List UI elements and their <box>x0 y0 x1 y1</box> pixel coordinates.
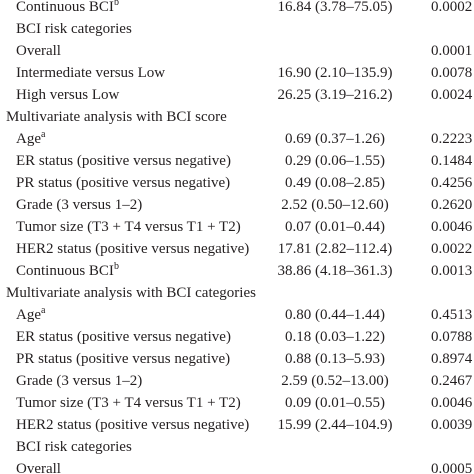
label-text: Tumor size (T3 + T4 versus T1 + T2) <box>16 219 241 235</box>
row-label: Overall <box>16 42 61 60</box>
section-heading: Multivariate analysis with BCI score <box>6 109 227 125</box>
row-label: Grade (3 versus 1–2) <box>16 196 142 214</box>
p-value: 0.1484 <box>431 153 473 169</box>
hazard-ratio: 0.07 (0.01–0.44) <box>285 219 385 235</box>
label-text: PR status (positive versus negative) <box>16 175 231 191</box>
footnote-mark: b <box>113 0 119 8</box>
label-text: High versus Low <box>16 87 120 103</box>
row-label: BCI risk categories <box>16 438 132 456</box>
hazard-ratio: 2.59 (0.52–13.00) <box>281 373 389 389</box>
hazard-ratio: 15.99 (2.44–104.9) <box>277 417 393 433</box>
row-label: Tumor size (T3 + T4 versus T1 + T2) <box>16 218 241 236</box>
hazard-ratio: 0.09 (0.01–0.55) <box>285 395 385 411</box>
row-label: HER2 status (positive versus negative) <box>16 240 249 258</box>
label-text: Grade (3 versus 1–2) <box>16 197 143 213</box>
row-label: Continuous BCIb <box>16 0 119 16</box>
row-label: PR status (positive versus negative) <box>16 350 230 368</box>
hazard-ratio: 17.81 (2.82–112.4) <box>277 241 393 257</box>
row-label: High versus Low <box>16 86 119 104</box>
footnote-mark: b <box>113 261 119 272</box>
row-label: ER status (positive versus negative) <box>16 328 231 346</box>
label-text: Age <box>16 307 41 323</box>
p-value: 0.2467 <box>431 373 473 389</box>
label-text: PR status (positive versus negative) <box>16 351 231 367</box>
p-value: 0.2223 <box>431 131 473 147</box>
label-text: BCI risk categories <box>16 21 132 37</box>
row-label: ER status (positive versus negative) <box>16 152 231 170</box>
p-value: 0.2620 <box>431 197 473 213</box>
label-text: ER status (positive versus negative) <box>16 329 231 345</box>
p-value: 0.0046 <box>431 395 473 411</box>
row-label: Grade (3 versus 1–2) <box>16 372 142 390</box>
row-label: Agea <box>16 130 45 148</box>
label-text: ER status (positive versus negative) <box>16 153 231 169</box>
p-value: 0.0024 <box>431 87 473 103</box>
label-text: Tumor size (T3 + T4 versus T1 + T2) <box>16 395 241 411</box>
label-text: Age <box>16 131 41 147</box>
row-label: PR status (positive versus negative) <box>16 174 230 192</box>
footnote-mark: a <box>41 129 46 140</box>
row-label: Agea <box>16 306 45 324</box>
hazard-ratio: 0.80 (0.44–1.44) <box>285 307 385 323</box>
label-text: Overall <box>16 43 61 59</box>
p-value: 0.0022 <box>431 241 473 257</box>
label-text: Continuous BCI <box>16 0 114 15</box>
row-label: BCI risk categories <box>16 20 132 38</box>
p-value: 0.0039 <box>431 417 473 433</box>
row-label: Intermediate versus Low <box>16 64 165 82</box>
hazard-ratio: 0.49 (0.08–2.85) <box>285 175 385 191</box>
p-value: 0.4256 <box>431 175 473 191</box>
hazard-ratio: 2.52 (0.50–12.60) <box>281 197 389 213</box>
label-text: HER2 status (positive versus negative) <box>16 241 250 257</box>
label-text: HER2 status (positive versus negative) <box>16 417 250 433</box>
p-value: 0.0013 <box>431 263 473 279</box>
hazard-ratio: 16.90 (2.10–135.9) <box>277 65 393 81</box>
hazard-ratio: 0.88 (0.13–5.93) <box>285 351 385 367</box>
row-label: Continuous BCIb <box>16 262 119 280</box>
label-text: BCI risk categories <box>16 439 132 455</box>
p-value: 0.8974 <box>431 351 473 367</box>
p-value: 0.0002 <box>431 0 473 15</box>
row-label: Overall <box>16 460 61 474</box>
p-value: 0.0046 <box>431 219 473 235</box>
p-value: 0.0001 <box>431 43 473 59</box>
hazard-ratio: 0.18 (0.03–1.22) <box>285 329 385 345</box>
row-label: HER2 status (positive versus negative) <box>16 416 249 434</box>
p-value: 0.0788 <box>431 329 473 345</box>
label-text: Grade (3 versus 1–2) <box>16 373 143 389</box>
label-text: Continuous BCI <box>16 263 114 279</box>
hazard-ratio: 0.29 (0.06–1.55) <box>285 153 385 169</box>
label-text: Overall <box>16 461 61 474</box>
p-value: 0.0078 <box>431 65 473 81</box>
footnote-mark: a <box>41 305 46 316</box>
section-heading: Multivariate analysis with BCI categorie… <box>6 285 256 301</box>
row-label: Tumor size (T3 + T4 versus T1 + T2) <box>16 394 241 412</box>
hazard-ratio: 0.69 (0.37–1.26) <box>285 131 385 147</box>
hazard-ratio: 38.86 (4.18–361.3) <box>277 263 393 279</box>
hazard-ratio: 16.84 (3.78–75.05) <box>277 0 393 15</box>
hazard-ratio: 26.25 (3.19–216.2) <box>277 87 393 103</box>
label-text: Intermediate versus Low <box>16 65 166 81</box>
p-value: 0.4513 <box>431 307 473 323</box>
p-value: 0.0005 <box>431 461 473 474</box>
